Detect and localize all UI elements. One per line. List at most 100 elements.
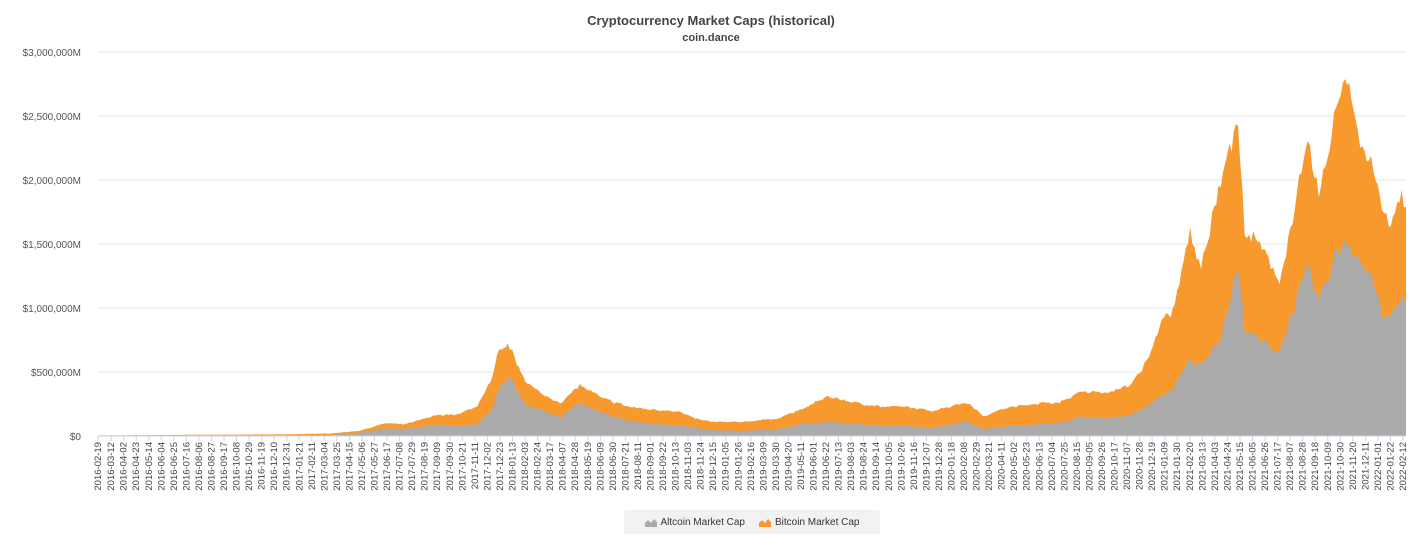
x-tick-label: 2018-11-24 [696,442,707,490]
x-tick-label: 2018-04-28 [570,442,581,491]
x-tick-label: 2021-06-26 [1260,442,1271,491]
x-tick-label: 2016-09-17 [219,442,230,491]
x-tick-label: 2022-01-01 [1373,442,1384,491]
x-tick-label: 2017-09-30 [445,442,456,491]
x-tick-label: 2017-10-21 [457,442,468,491]
x-tick-label: 2021-05-15 [1235,442,1246,491]
x-tick-label: 2021-04-24 [1222,442,1233,491]
x-tick-label: 2016-05-14 [144,442,155,491]
x-tick-label: 2020-02-08 [959,442,970,491]
x-tick-label: 2018-06-30 [608,442,619,491]
y-tick-label: $0 [70,432,82,443]
x-tick-label: 2017-12-02 [482,442,493,491]
legend-item-altcoin[interactable]: Altcoin Market Cap [644,516,745,528]
plot-areas [98,79,1406,436]
x-tick-label: 2016-10-29 [244,442,255,491]
x-tick-label: 2017-04-15 [344,442,355,491]
x-tick-label: 2018-12-15 [708,442,719,491]
x-tick-label: 2019-09-14 [871,442,882,491]
x-tick-label: 2020-09-05 [1084,442,1095,491]
x-tick-label: 2019-01-26 [733,442,744,491]
x-tick-label: 2018-08-11 [633,442,644,490]
x-tick-label: 2021-02-20 [1185,442,1196,491]
x-tick-label: 2019-03-09 [758,442,769,491]
x-tick-label: 2020-09-26 [1097,442,1108,491]
x-tick-label: 2018-02-24 [533,442,544,491]
x-tick-label: 2018-05-19 [583,442,594,491]
legend: Altcoin Market Cap Bitcoin Market Cap [624,510,880,534]
x-tick-label: 2021-08-28 [1298,442,1309,491]
y-tick-label: $2,500,000M [23,112,81,123]
x-tick-label: 2016-04-23 [131,442,142,491]
x-tick-label: 2016-03-12 [106,442,117,491]
x-tick-label: 2016-10-08 [232,442,243,491]
y-tick-label: $500,000M [31,368,81,379]
x-tick-label: 2021-11-20 [1348,442,1359,490]
x-tick-label: 2021-06-05 [1248,442,1259,491]
grid-lines [98,51,1406,437]
x-tick-label: 2021-01-30 [1172,442,1183,491]
x-tick-label: 2019-10-05 [884,442,895,491]
x-tick-label: 2016-08-06 [194,442,205,491]
x-tick-label: 2021-03-13 [1197,442,1208,491]
x-tick-label: 2017-05-27 [370,442,381,491]
x-tick-label: 2018-09-01 [645,442,656,491]
x-tick-label: 2020-07-04 [1047,442,1058,491]
x-tick-label: 2020-06-13 [1034,442,1045,491]
x-tick-label: 2018-09-22 [658,442,669,491]
x-tick-label: 2016-08-27 [206,442,217,491]
x-tick-label: 2017-05-06 [357,442,368,491]
x-tick-label: 2017-01-21 [294,442,305,491]
x-tick-label: 2017-07-08 [395,442,406,491]
altcoin-area-icon [644,518,657,527]
x-tick-label: 2018-02-03 [520,442,531,491]
x-tick-label: 2016-11-19 [257,442,268,490]
chart-subtitle: coin.dance [682,32,740,44]
x-tick-label: 2019-02-16 [746,442,757,491]
bitcoin-area-icon [759,518,771,527]
x-tick-label: 2018-01-13 [507,442,518,491]
x-tick-label: 2019-12-28 [934,442,945,491]
x-axis: 2016-02-19 2016-03-12 2016-04-02 2016-04-23… [93,435,1409,491]
x-tick-label: 2022-02-12 [1398,442,1409,491]
x-tick-label: 2020-08-15 [1072,442,1083,491]
x-tick-label: 2018-06-09 [595,442,606,491]
y-tick-label: $3,000,000M [23,48,81,59]
x-tick-label: 2019-06-01 [809,442,820,491]
x-tick-label: 2020-11-07 [1122,442,1133,490]
x-tick-label: 2019-04-20 [783,442,794,491]
x-tick-label: 2016-07-16 [181,442,192,491]
x-tick-label: 2020-05-23 [1022,442,1033,491]
legend-label-altcoin: Altcoin Market Cap [660,516,745,528]
x-tick-label: 2016-04-02 [119,442,130,491]
x-tick-label: 2019-11-16 [909,442,920,490]
x-tick-label: 2021-08-07 [1285,442,1296,491]
x-tick-label: 2021-12-11 [1360,442,1371,490]
x-tick-label: 2016-12-10 [269,442,280,491]
y-tick-label: $1,000,000M [23,304,81,315]
x-tick-label: 2021-04-03 [1210,442,1221,491]
x-tick-label: 2017-02-11 [307,442,318,490]
x-tick-label: 2018-03-17 [545,442,556,491]
legend-item-bitcoin[interactable]: Bitcoin Market Cap [759,517,859,528]
x-tick-label: 2019-01-05 [721,442,732,491]
chart-title: Cryptocurrency Market Caps (historical) [587,13,835,28]
x-tick-label: 2019-03-30 [771,442,782,491]
x-tick-label: 2017-03-25 [332,442,343,491]
x-tick-label: 2022-01-22 [1385,442,1396,491]
x-tick-label: 2019-10-26 [896,442,907,491]
x-tick-label: 2017-08-19 [420,442,431,491]
x-tick-label: 2020-12-19 [1147,442,1158,491]
x-tick-label: 2019-06-22 [821,442,832,491]
x-tick-label: 2017-12-23 [495,442,506,491]
x-tick-label: 2017-06-17 [382,442,393,491]
x-tick-label: 2019-07-13 [834,442,845,491]
x-tick-label: 2020-04-11 [997,442,1008,490]
x-tick-label: 2018-11-03 [683,442,694,490]
x-tick-label: 2017-03-04 [319,442,330,491]
x-tick-label: 2021-10-09 [1323,442,1334,491]
x-tick-label: 2019-08-24 [859,442,870,491]
altcoin-market-cap-area [98,239,1406,436]
